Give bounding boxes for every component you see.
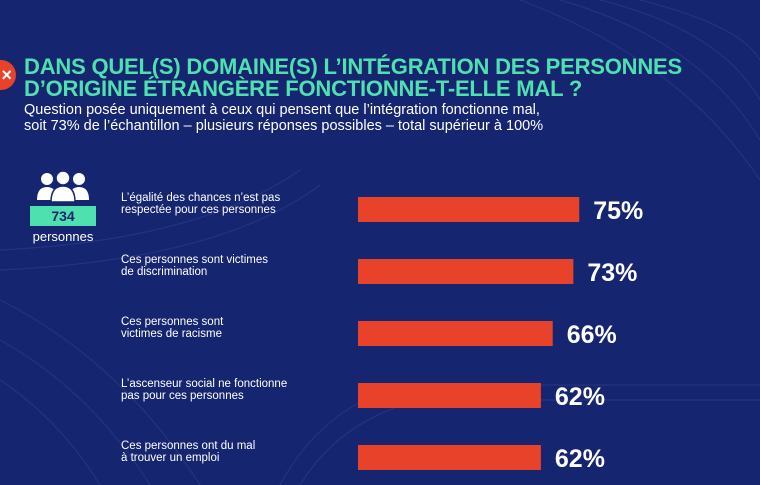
value-label: 62% — [555, 445, 605, 473]
chart-title: DANS QUEL(S) DOMAINE(S) L’INTÉGRATION DE… — [24, 56, 754, 100]
bar — [358, 197, 580, 222]
category-label: à trouver un emploi — [121, 452, 219, 464]
value-label: 75% — [593, 197, 643, 225]
people-group-icon — [37, 170, 89, 203]
bar — [358, 445, 541, 470]
bar — [358, 321, 553, 346]
sample-unit: personnes — [32, 229, 94, 244]
title-line-1: DANS QUEL(S) DOMAINE(S) L’INTÉGRATION DE… — [24, 54, 682, 79]
subtitle-line-1: Question posée uniquement à ceux qui pen… — [24, 102, 540, 118]
title-line-2: D’ORIGINE ÉTRANGÈRE FONCTIONNE-T-ELLE MA… — [24, 76, 583, 101]
category-label: respectée pour ces personnes — [121, 204, 276, 216]
value-label: 66% — [567, 321, 617, 349]
chart-subtitle: Question posée uniquement à ceux qui pen… — [24, 102, 754, 134]
category-label: Ces personnes sont victimes — [121, 254, 268, 266]
category-label: Ces personnes ont du mal — [121, 440, 255, 452]
value-label: 62% — [555, 383, 605, 411]
category-label: L’égalité des chances n’est pas — [121, 192, 280, 204]
sample-count: 734 — [30, 206, 96, 226]
value-label: 73% — [587, 259, 637, 287]
category-label: pas pour ces personnes — [121, 390, 244, 402]
bar — [358, 383, 541, 408]
bar — [358, 259, 574, 284]
category-label: de discrimination — [121, 266, 207, 278]
subtitle-line-2: soit 73% de l’échantillon – plusieurs ré… — [24, 118, 544, 134]
channel-logo: × — [0, 60, 16, 90]
sample-size-block: 734 personnes — [24, 170, 102, 246]
category-label: victimes de racisme — [121, 328, 222, 340]
category-label: Ces personnes sont — [121, 316, 224, 328]
category-label: L’ascenseur social ne fonctionne — [121, 378, 287, 390]
